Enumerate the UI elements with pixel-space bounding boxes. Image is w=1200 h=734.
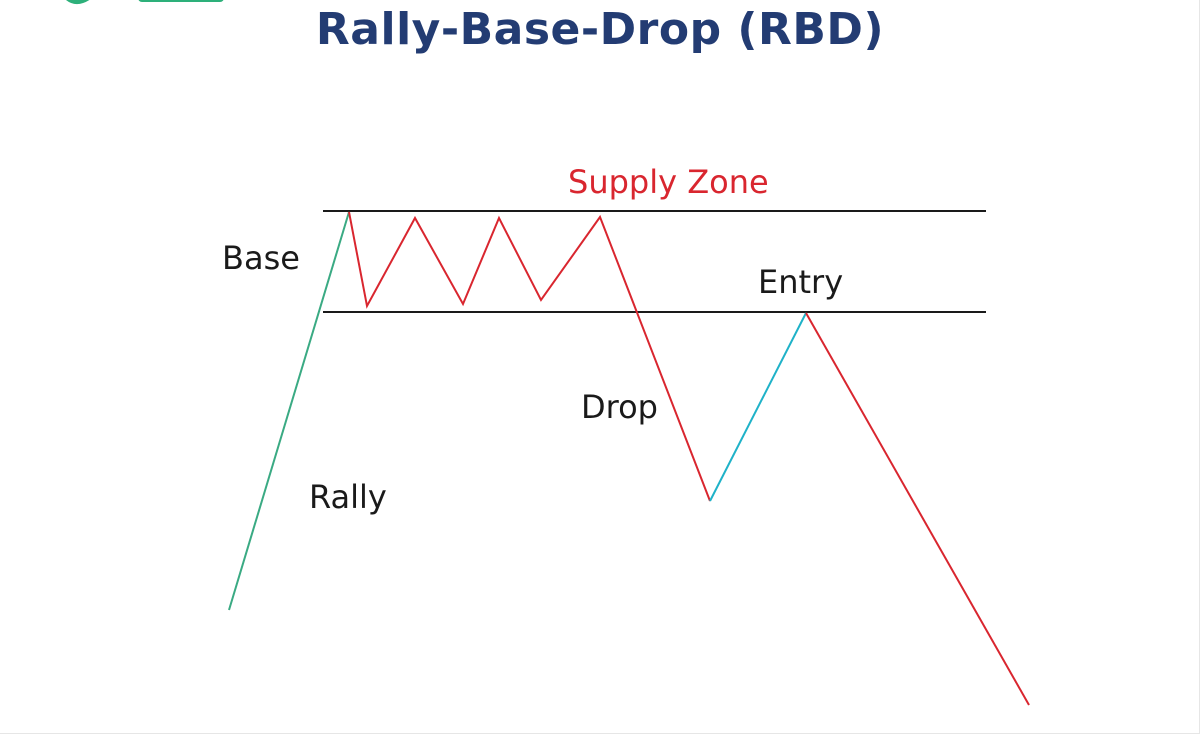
entry-pullback-line [709,312,807,502]
logo-mark-left [66,0,90,4]
supply-zone-label: Supply Zone [568,163,769,201]
continuation-drop-line [805,312,1030,706]
logo-mark-right [138,0,224,2]
base-label: Base [222,239,300,277]
rally-label: Rally [309,478,387,516]
drop-label: Drop [581,388,658,426]
rally-line [228,211,350,611]
base-and-drop-line [348,211,711,502]
entry-label: Entry [758,263,844,301]
diagram-title: Rally-Base-Drop (RBD) [315,4,885,55]
